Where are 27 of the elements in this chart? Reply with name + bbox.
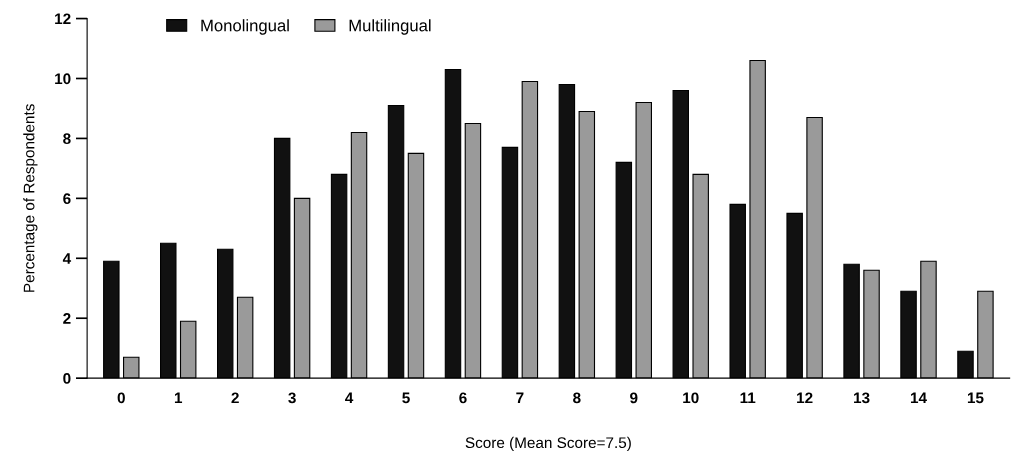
x-tick-label: 4 [345, 392, 354, 404]
x-tick-label: 12 [797, 392, 813, 404]
y-tick-label: 8 [63, 133, 71, 145]
x-tick-label: 11 [740, 392, 756, 404]
x-tick-label: 1 [174, 392, 183, 404]
x-tick-label: 3 [288, 392, 296, 404]
x-tick-label: 5 [402, 392, 410, 404]
x-tick-label: 9 [630, 392, 638, 404]
x-axis-title: Score (Mean Score=7.5) [465, 436, 631, 452]
y-tick-label: 10 [55, 73, 71, 85]
x-tick-label: 8 [573, 392, 581, 404]
y-tick-label: 2 [63, 313, 71, 324]
y-tick-label: 4 [62, 253, 72, 264]
x-tick-label: 6 [459, 392, 467, 404]
y-axis-title: Percentage of Respondents [23, 104, 38, 292]
y-tick-label: 0 [63, 373, 71, 384]
legend-label: Multilingual [349, 19, 431, 35]
y-tick-label: 12 [55, 13, 71, 25]
x-tick-label: 0 [117, 392, 125, 404]
legend-label: Monolingual [201, 19, 289, 35]
x-tick-label: 10 [683, 392, 699, 404]
x-tick-label: 2 [231, 392, 239, 404]
y-tick-label: 6 [63, 193, 71, 205]
x-tick-label: 7 [516, 392, 524, 404]
x-tick-label: 15 [967, 392, 984, 404]
x-tick-label: 13 [854, 392, 870, 404]
x-tick-label: 14 [910, 392, 927, 404]
